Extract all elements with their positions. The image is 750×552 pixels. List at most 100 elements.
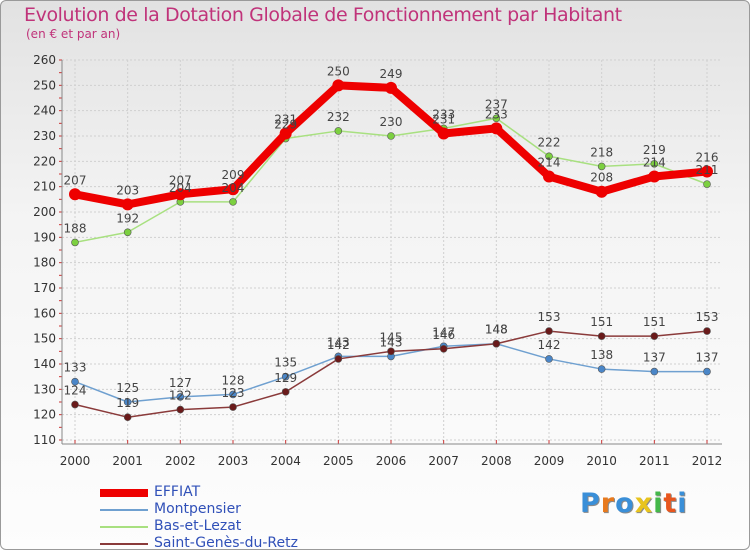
- y-tick-label: 190: [33, 230, 56, 244]
- x-tick-label: 2004: [270, 454, 301, 468]
- legend-swatch: [100, 508, 148, 511]
- logo-letter: o: [615, 488, 635, 519]
- logo-letter: i: [677, 488, 688, 519]
- data-label: 218: [590, 145, 613, 159]
- x-tick-label: 2011: [639, 454, 670, 468]
- data-point: [334, 127, 343, 135]
- data-label: 125: [116, 381, 139, 395]
- data-point: [227, 183, 239, 196]
- data-label: 142: [327, 338, 350, 352]
- data-point: [176, 393, 185, 401]
- data-label: 230: [380, 115, 403, 129]
- x-tick-label: 2010: [586, 454, 617, 468]
- data-point: [123, 398, 132, 406]
- legend-label: Montpensier: [154, 501, 241, 517]
- data-label: 129: [274, 371, 297, 385]
- axes: 110 120 130 140 150 160 170 180 190 200 210 220 230 2…: [33, 53, 722, 468]
- data-point: [490, 122, 503, 135]
- data-point: [332, 79, 345, 92]
- legend-swatch: [100, 525, 148, 528]
- data-label: 138: [590, 348, 613, 362]
- data-label: 250: [327, 64, 350, 78]
- data-label: 207: [169, 173, 192, 187]
- data-label: 216: [696, 150, 719, 164]
- data-point: [701, 165, 713, 178]
- data-label: 249: [380, 67, 403, 81]
- data-point: [545, 355, 553, 363]
- x-tick-label: 2009: [534, 454, 565, 468]
- y-tick-label: 180: [33, 256, 56, 270]
- data-label: 142: [538, 338, 561, 352]
- data-label: 222: [538, 135, 561, 149]
- data-point: [650, 160, 659, 168]
- data-label: 127: [169, 376, 192, 390]
- y-tick-label: 130: [33, 382, 56, 396]
- series-layer: [69, 79, 713, 422]
- data-label: 128: [222, 373, 245, 387]
- legend: EFFIAT Montpensier Bas-et-Lezat Saint-Genès…: [100, 484, 298, 552]
- data-label: 119: [116, 396, 139, 410]
- data-point: [545, 152, 553, 161]
- legend-label: EFFIAT: [154, 484, 201, 500]
- data-label: 135: [274, 356, 297, 370]
- data-point: [229, 403, 237, 411]
- data-label: 204: [222, 181, 245, 195]
- data-label: 143: [380, 335, 403, 349]
- legend-item: Saint-Genès-du-Retz: [100, 535, 298, 552]
- data-label: 124: [64, 384, 87, 398]
- data-point: [545, 327, 553, 335]
- data-label: 153: [538, 310, 561, 324]
- logo-letter: P: [580, 488, 601, 519]
- logo-letter: i: [653, 488, 664, 519]
- data-point: [121, 198, 134, 211]
- chart-title: Evolution de la Dotation Globale de Fonc…: [24, 4, 622, 26]
- data-label: 148: [485, 323, 508, 337]
- x-tick-label: 2000: [60, 454, 91, 468]
- data-label: 208: [590, 171, 613, 185]
- data-label: 237: [485, 97, 508, 111]
- data-label: 148: [485, 323, 508, 337]
- legend-label: Bas-et-Lezat: [154, 518, 242, 534]
- x-tick-label: 2007: [428, 454, 459, 468]
- data-point: [123, 413, 132, 422]
- y-tick-label: 210: [33, 180, 56, 194]
- data-label: 207: [64, 173, 87, 187]
- legend-swatch: [100, 488, 148, 497]
- data-point: [71, 238, 79, 247]
- data-point: [281, 372, 290, 381]
- y-tick-label: 150: [33, 332, 56, 346]
- data-label: 229: [274, 118, 297, 132]
- data-point: [703, 367, 711, 376]
- data-point: [176, 405, 185, 414]
- logo-letter: t: [663, 488, 678, 519]
- data-point: [69, 188, 81, 201]
- data-point: [71, 400, 79, 409]
- data-label: 214: [538, 156, 561, 170]
- data-point: [543, 170, 555, 183]
- x-tick-label: 2002: [165, 454, 196, 468]
- data-point: [71, 377, 79, 386]
- data-point: [387, 132, 395, 140]
- data-point: [334, 355, 343, 363]
- legend-item: Bas-et-Lezat: [100, 518, 298, 535]
- data-label: 233: [432, 107, 455, 121]
- data-label: 151: [643, 315, 666, 329]
- data-label: 204: [169, 181, 192, 195]
- y-tick-label: 250: [33, 78, 56, 92]
- data-label: 145: [380, 330, 403, 344]
- data-label: 122: [169, 389, 192, 403]
- data-point: [597, 332, 606, 340]
- data-label: 143: [327, 335, 350, 349]
- data-point: [597, 162, 606, 171]
- y-tick-label: 170: [33, 281, 56, 295]
- data-label: 231: [432, 112, 455, 126]
- y-tick-label: 160: [33, 306, 56, 320]
- grid: [62, 59, 722, 441]
- line-chart: 110 120 130 140 150 160 170 180 190 200 210 220 230 2…: [33, 53, 722, 468]
- legend-swatch: [100, 542, 148, 545]
- data-label: 211: [696, 163, 719, 177]
- data-point: [229, 198, 237, 206]
- data-point: [387, 347, 395, 356]
- data-label: 137: [696, 351, 719, 365]
